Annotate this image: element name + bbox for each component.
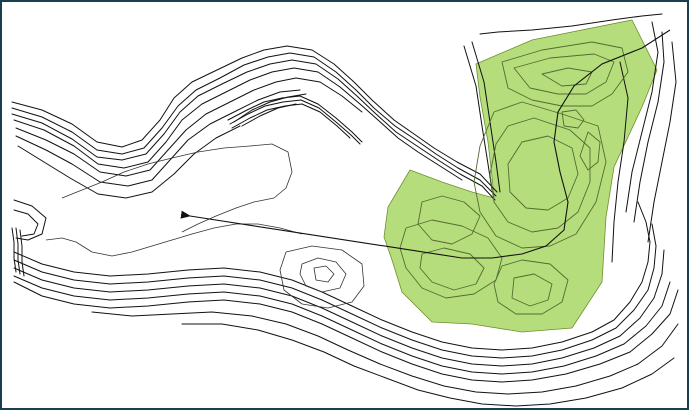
direction-arrow xyxy=(180,210,463,259)
contour-lines xyxy=(11,13,679,407)
ridge-feature xyxy=(227,93,363,145)
track-line xyxy=(462,29,671,259)
zone-contours xyxy=(399,41,629,315)
highlight-zone[interactable] xyxy=(383,19,658,333)
